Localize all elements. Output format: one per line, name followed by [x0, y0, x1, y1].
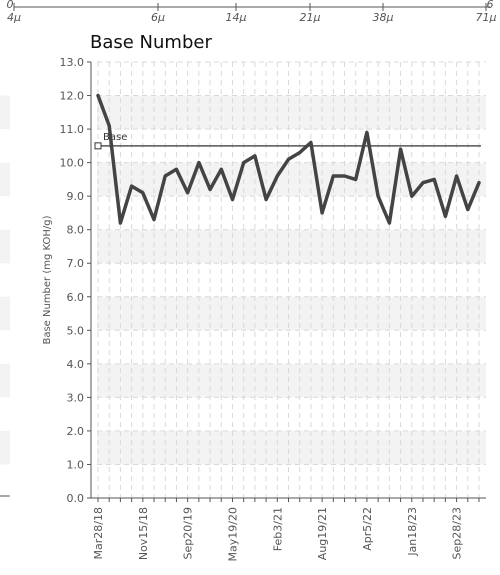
- data-point: [387, 221, 391, 225]
- data-point: [309, 140, 313, 144]
- background-band: [97, 162, 486, 197]
- series-group: [96, 93, 481, 225]
- background-band: [97, 229, 486, 264]
- data-point: [174, 167, 178, 171]
- edge-band: [0, 296, 10, 331]
- data-point: [443, 214, 447, 218]
- data-point: [376, 194, 380, 198]
- data-point: [331, 174, 335, 178]
- size-axis-label: 38μ: [373, 11, 394, 24]
- x-tick-label: Aug19/21: [316, 507, 329, 560]
- y-tick-label: 3.0: [67, 391, 85, 404]
- y-tick-label: 2.0: [67, 425, 85, 438]
- y-tick-label: 11.0: [60, 123, 85, 136]
- edge-band: [0, 229, 10, 264]
- edge-band: [0, 430, 10, 465]
- x-tick-label: Sep20/19: [182, 507, 195, 559]
- data-point: [320, 211, 324, 215]
- x-tick-labels: Mar28/18 Nov15/18 Sep20/19 May19/20 Feb3/21 A…: [92, 498, 480, 561]
- size-axis-right-end: 6: [487, 0, 494, 11]
- base-marker: [94, 142, 102, 150]
- data-point: [275, 174, 279, 178]
- y-tick-label: 12.0: [60, 90, 85, 103]
- y-axis-label: Base Number (mg KOH/g): [42, 215, 53, 344]
- data-point: [455, 174, 459, 178]
- y-tick-label: 9.0: [67, 190, 85, 203]
- x-tick-label: Mar28/18: [92, 507, 105, 559]
- data-point: [230, 198, 234, 202]
- x-tick-label: Jan18/23: [406, 507, 419, 557]
- data-point: [118, 221, 122, 225]
- background-band: [97, 430, 486, 465]
- y-tick-label: 0.0: [67, 492, 85, 505]
- base-reference-label: Base: [103, 132, 127, 143]
- data-point: [197, 161, 201, 165]
- data-point: [477, 181, 481, 185]
- y-tick-label: 13.0: [60, 56, 85, 69]
- y-tick-label: 10.0: [60, 157, 85, 170]
- y-tick-label: 6.0: [67, 291, 85, 304]
- data-point: [410, 194, 414, 198]
- background-band: [97, 95, 486, 130]
- x-tick-label: Sep28/23: [451, 507, 464, 559]
- data-point: [399, 147, 403, 151]
- data-point: [163, 174, 167, 178]
- y-tick-label: 8.0: [67, 224, 85, 237]
- data-point: [186, 191, 190, 195]
- size-axis-label: 21μ: [300, 11, 321, 24]
- data-point: [96, 94, 100, 98]
- background-band: [97, 363, 486, 398]
- size-axis-label: 4μ: [7, 11, 21, 24]
- x-tick-label: Apr5/22: [361, 507, 374, 551]
- data-point: [264, 198, 268, 202]
- edge-band: [0, 95, 10, 130]
- base-reference-line-group: Base: [94, 132, 481, 150]
- y-tick-label: 7.0: [67, 257, 85, 270]
- size-axis-label: 71μ: [476, 11, 497, 24]
- data-point: [421, 181, 425, 185]
- data-point: [208, 187, 212, 191]
- data-point: [242, 161, 246, 165]
- background-band: [97, 296, 486, 331]
- data-point: [287, 157, 290, 161]
- y-tick-label: 5.0: [67, 324, 85, 337]
- data-point: [141, 191, 145, 195]
- grid-lines: [97, 61, 486, 499]
- size-axis-left-end: 0: [7, 0, 14, 11]
- chart-title: Base Number: [90, 32, 212, 53]
- particle-size-axis: 4μ 6μ 14μ 21μ 38μ 71μ 0 6: [7, 0, 497, 24]
- x-tick-label: Feb3/21: [271, 507, 284, 551]
- edge-band: [0, 363, 10, 398]
- data-point: [298, 151, 302, 155]
- background-bands: [0, 95, 486, 465]
- data-point: [343, 174, 347, 178]
- data-point: [130, 184, 134, 188]
- data-point: [354, 177, 358, 181]
- y-tick-label: 4.0: [67, 358, 85, 371]
- data-point: [466, 208, 470, 212]
- size-axis-label: 14μ: [226, 11, 247, 24]
- edge-band: [0, 162, 10, 197]
- data-point: [107, 124, 111, 128]
- y-tick-label: 1.0: [67, 458, 85, 471]
- data-point: [253, 154, 257, 158]
- data-point: [432, 177, 436, 181]
- data-point: [365, 130, 369, 134]
- data-point: [152, 218, 156, 222]
- x-tick-label: Nov15/18: [137, 507, 150, 560]
- size-axis-label: 6μ: [151, 11, 165, 24]
- x-tick-label: May19/20: [226, 507, 239, 561]
- data-point: [219, 167, 223, 171]
- y-tick-labels: 0.0 1.0 2.0 3.0 4.0 5.0 6.0 7.0 8.0 9.0 10.0 11.0 12…: [60, 56, 91, 505]
